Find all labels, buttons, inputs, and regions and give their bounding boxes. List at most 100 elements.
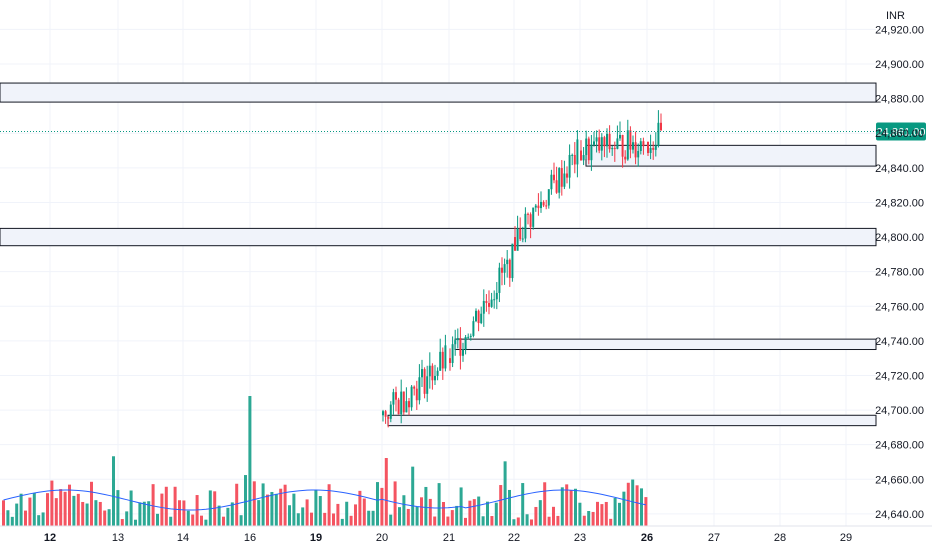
candle-body bbox=[585, 138, 588, 156]
volume-bar bbox=[19, 493, 23, 526]
volume-bar bbox=[512, 519, 516, 526]
candle-body bbox=[550, 174, 553, 190]
volume-bar bbox=[59, 489, 63, 526]
volume-bar bbox=[200, 515, 203, 526]
volume-bar bbox=[393, 481, 397, 526]
candle-body bbox=[495, 292, 498, 300]
candle-body bbox=[439, 351, 442, 371]
candle-body bbox=[560, 168, 563, 187]
volume-bar bbox=[116, 490, 120, 526]
volume-bar bbox=[85, 503, 89, 526]
candle-body bbox=[540, 201, 542, 209]
volume-bar bbox=[63, 491, 67, 526]
candle-body bbox=[408, 401, 410, 408]
volume-bar bbox=[398, 507, 401, 526]
volume-bar bbox=[618, 502, 621, 526]
candle-body bbox=[482, 300, 485, 314]
y-tick-label: 24,720.00 bbox=[875, 370, 924, 382]
volume-bar bbox=[442, 502, 445, 526]
candle-body bbox=[464, 337, 467, 350]
x-tick-label: 20 bbox=[376, 532, 388, 544]
volume-bar bbox=[10, 516, 14, 526]
volume-bar bbox=[252, 481, 256, 526]
volume-bar bbox=[292, 493, 296, 526]
volume-bar bbox=[94, 500, 98, 526]
candle-body bbox=[469, 335, 472, 337]
candle-body bbox=[587, 138, 590, 161]
candle-body bbox=[654, 145, 657, 150]
candle-body bbox=[624, 156, 627, 160]
x-tick-label: 26 bbox=[641, 532, 653, 544]
volume-bar bbox=[340, 518, 344, 526]
candle-body bbox=[456, 338, 459, 341]
volume-bar bbox=[98, 501, 102, 526]
y-axis[interactable]: 24,920.0024,900.0024,880.0024,860.0024,8… bbox=[875, 24, 924, 520]
candle-body bbox=[608, 133, 611, 150]
candle-body bbox=[431, 365, 434, 381]
volume-bar bbox=[138, 502, 142, 526]
volume-bar bbox=[151, 484, 155, 526]
volume-bar bbox=[239, 515, 243, 526]
volume-bar bbox=[516, 517, 520, 526]
volume-bar bbox=[257, 500, 261, 526]
volume-bar bbox=[503, 461, 507, 526]
volume-bar bbox=[591, 511, 595, 526]
volume-bar bbox=[204, 519, 208, 526]
volume-bar bbox=[301, 507, 305, 526]
y-tick-label: 24,760.00 bbox=[875, 301, 924, 313]
candle-body bbox=[462, 349, 464, 356]
volume-bar bbox=[186, 510, 190, 526]
volume-bar bbox=[622, 491, 626, 526]
candle-body bbox=[558, 168, 561, 193]
volume-bar bbox=[402, 495, 406, 526]
x-tick-label: 19 bbox=[310, 532, 322, 544]
candle-body bbox=[619, 134, 621, 139]
volume-bar bbox=[15, 503, 19, 526]
candle-body bbox=[501, 267, 503, 273]
candle-body bbox=[400, 391, 403, 415]
x-axis[interactable]: 12 13 14 16 19 20 21 22 23 26 27 28 29 bbox=[0, 525, 932, 544]
candle-body bbox=[410, 386, 413, 408]
volume-bar bbox=[314, 490, 318, 526]
candle-body bbox=[467, 336, 470, 338]
volume-bar bbox=[217, 505, 221, 526]
candle-body bbox=[402, 391, 405, 413]
candle-body bbox=[441, 351, 444, 369]
volume-bar bbox=[433, 516, 437, 526]
candle-body bbox=[555, 180, 558, 193]
volume-bar bbox=[336, 503, 340, 526]
volume-bar bbox=[481, 516, 485, 526]
volume-bar bbox=[415, 506, 419, 526]
candle-body bbox=[498, 267, 501, 293]
candle-body bbox=[524, 213, 527, 239]
candle-body bbox=[434, 375, 436, 381]
volume-bar bbox=[2, 500, 5, 526]
grid bbox=[0, 0, 876, 526]
volume-bar bbox=[134, 519, 137, 526]
volume-bar bbox=[142, 501, 146, 526]
volume-bar bbox=[560, 487, 564, 526]
volume-bar bbox=[244, 475, 247, 526]
volume-bar bbox=[543, 482, 547, 526]
candle-body bbox=[475, 310, 477, 322]
volume-bar bbox=[164, 486, 168, 526]
volume-bar bbox=[274, 493, 278, 526]
volume-bar bbox=[450, 510, 454, 526]
candle-body bbox=[542, 201, 545, 206]
volume-bar bbox=[644, 497, 648, 526]
volume-bar bbox=[266, 494, 269, 526]
volume-bar bbox=[283, 484, 287, 526]
volume-bar bbox=[574, 488, 577, 526]
y-tick-label: 24,860.00 bbox=[875, 128, 924, 140]
volume-bar bbox=[120, 519, 124, 526]
candle-body bbox=[582, 155, 585, 161]
volume-bar bbox=[195, 495, 199, 526]
candle-body bbox=[415, 388, 418, 401]
volume-bar bbox=[358, 490, 362, 526]
volume-bar bbox=[380, 487, 384, 526]
candle-body bbox=[598, 137, 601, 151]
volume-bar bbox=[367, 510, 371, 526]
y-tick-label: 24,880.00 bbox=[875, 94, 924, 106]
